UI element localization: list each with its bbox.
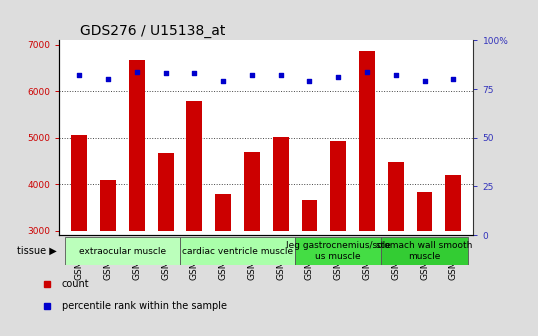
Point (449, 77, 458, 82)
Point (420, 79, 429, 84)
Bar (273, 137, 288, 230)
Text: extraocular muscle: extraocular muscle (79, 247, 166, 256)
Point (161, 71, 170, 76)
Text: stomach wall smooth
muscle: stomach wall smooth muscle (377, 242, 473, 261)
Point (277, 73, 285, 78)
Point (247, 73, 256, 78)
Bar (445, 175, 461, 230)
Point (104, 77, 112, 82)
Text: count: count (62, 279, 89, 289)
Bar (302, 200, 317, 230)
Bar (359, 51, 375, 230)
Bar (330, 141, 346, 230)
Bar (72, 135, 87, 230)
Bar (187, 101, 202, 230)
Bar (416, 192, 433, 230)
Point (190, 71, 199, 76)
Bar (388, 162, 404, 230)
Text: percentile rank within the sample: percentile rank within the sample (62, 301, 227, 311)
Bar (158, 153, 174, 230)
Text: leg gastrocnemius/sole
us muscle: leg gastrocnemius/sole us muscle (286, 242, 391, 261)
Point (363, 69, 371, 74)
FancyBboxPatch shape (180, 238, 295, 265)
FancyBboxPatch shape (65, 238, 180, 265)
Bar (215, 194, 231, 230)
Bar (129, 60, 145, 230)
FancyBboxPatch shape (295, 238, 381, 265)
Point (132, 69, 141, 74)
Text: tissue ▶: tissue ▶ (17, 246, 56, 256)
Point (305, 79, 314, 84)
Point (392, 73, 400, 78)
Point (334, 75, 343, 80)
Text: cardiac ventricle muscle: cardiac ventricle muscle (182, 247, 293, 256)
Point (75, 73, 83, 78)
Bar (244, 152, 260, 230)
Point (219, 79, 228, 84)
Bar (100, 179, 116, 230)
Text: GDS276 / U15138_at: GDS276 / U15138_at (80, 24, 225, 38)
FancyBboxPatch shape (381, 238, 468, 265)
